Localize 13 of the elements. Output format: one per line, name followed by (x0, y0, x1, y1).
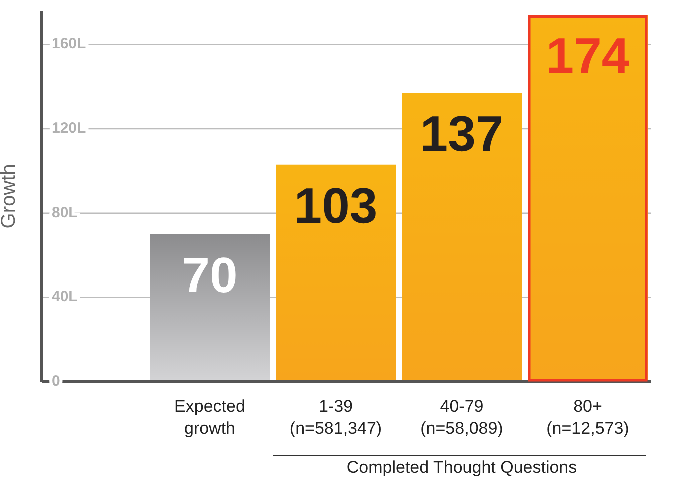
data-label: 137 (420, 106, 504, 162)
x-tick-label: Expected growth (174, 397, 246, 438)
bar (150, 234, 270, 382)
bar (276, 164, 396, 382)
data-label: 70 (182, 247, 238, 304)
x-tick-label: 1-39 (n=581,347) (290, 397, 382, 438)
text: Completed Thought Questions (346, 458, 578, 478)
x-tick-label: 80+ (n=12,573) (546, 397, 630, 438)
y-axis-title: Growth (0, 164, 20, 229)
data-label: 103 (294, 178, 378, 234)
x-tick-label: 40-79 (n=58,089) (420, 397, 504, 438)
data-label: 174 (546, 28, 630, 84)
bar (402, 93, 522, 382)
